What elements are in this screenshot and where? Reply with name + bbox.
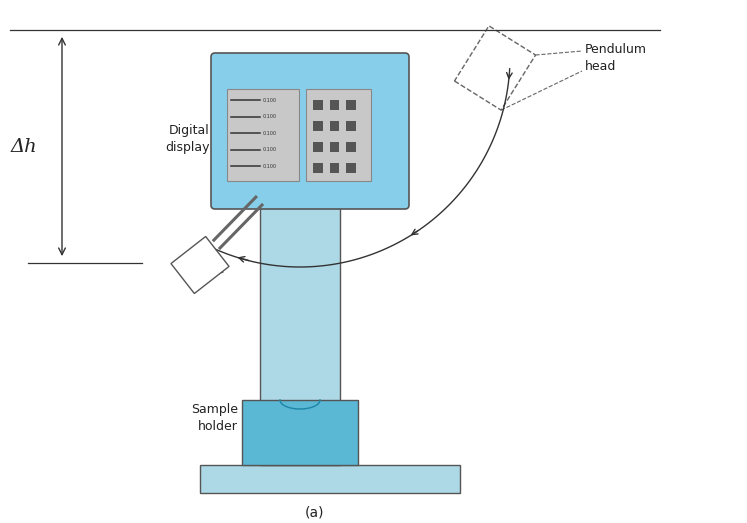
Bar xyxy=(260,205,340,465)
Bar xyxy=(314,163,323,173)
Text: Digital
display: Digital display xyxy=(166,124,210,154)
Bar xyxy=(330,142,339,152)
Bar xyxy=(306,89,371,181)
Text: 0.100: 0.100 xyxy=(263,131,277,135)
Text: 0.100: 0.100 xyxy=(263,147,277,152)
Bar xyxy=(330,163,339,173)
Bar xyxy=(347,142,356,152)
Bar xyxy=(347,163,356,173)
Text: Δh: Δh xyxy=(10,138,37,155)
Polygon shape xyxy=(171,236,229,293)
Text: (a): (a) xyxy=(306,506,325,520)
Bar xyxy=(200,465,460,493)
Bar xyxy=(242,400,358,465)
Text: Sample
holder: Sample holder xyxy=(191,403,238,433)
FancyBboxPatch shape xyxy=(211,53,409,209)
Text: Pendulum
head: Pendulum head xyxy=(585,43,647,73)
Bar xyxy=(227,89,299,181)
Bar xyxy=(314,121,323,131)
Bar xyxy=(347,121,356,131)
Text: 0.100: 0.100 xyxy=(263,164,277,168)
Bar xyxy=(314,100,323,110)
Bar xyxy=(330,100,339,110)
Bar xyxy=(347,100,356,110)
Bar xyxy=(330,121,339,131)
Text: 0.100: 0.100 xyxy=(263,114,277,119)
Text: 0.100: 0.100 xyxy=(263,97,277,103)
Bar xyxy=(314,142,323,152)
